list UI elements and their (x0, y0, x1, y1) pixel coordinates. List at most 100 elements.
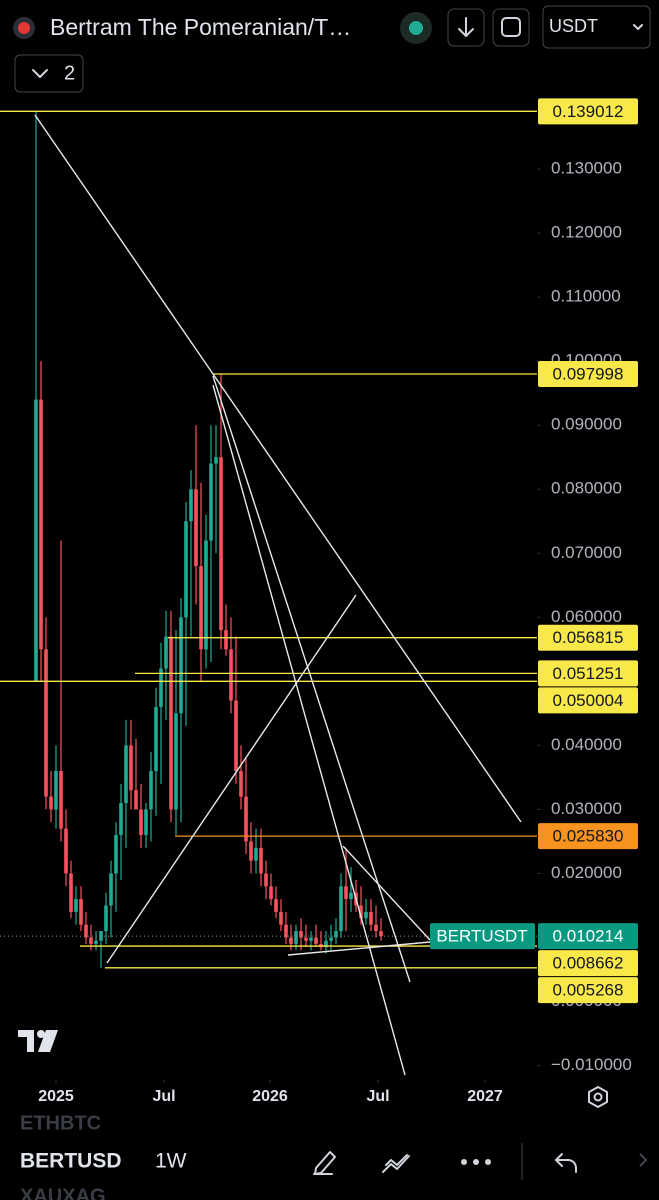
candle-body (69, 873, 73, 912)
x-tick-label: 2027 (467, 1088, 503, 1105)
candle-body (174, 713, 178, 810)
y-tick-label: 0.110000 (551, 287, 621, 306)
candle-body (264, 873, 268, 887)
candle-body (249, 841, 253, 861)
settings-button[interactable] (588, 1086, 608, 1108)
price-label-box (538, 687, 638, 714)
candle-body (349, 892, 353, 900)
candle-body (124, 745, 128, 804)
more-dot[interactable] (485, 1159, 491, 1165)
candle-body (179, 617, 183, 714)
candle-body (224, 630, 228, 650)
candle-body (169, 636, 173, 810)
interval[interactable]: 1W (155, 1150, 187, 1173)
settings-icon (593, 1092, 603, 1102)
y-tick-label: 0.070000 (551, 543, 622, 562)
drawings (34, 114, 522, 1076)
y-tick-label: 0.080000 (551, 479, 622, 498)
trendline (212, 375, 411, 983)
candle-body (59, 771, 63, 829)
symbol-logo-dot (18, 22, 30, 34)
indicator-toggle[interactable] (14, 54, 84, 93)
candle-body (74, 899, 78, 912)
candle-body (289, 937, 293, 944)
header-bar (0, 0, 659, 50)
candle-body (134, 790, 138, 810)
price-label: 0.051251 (553, 664, 624, 683)
tv-logo (18, 1030, 58, 1052)
draw-button[interactable] (313, 1151, 336, 1175)
symbol-option[interactable]: XAUXAG (20, 1185, 106, 1200)
price-axis: −0.0100000.0000000.0100000.0200000.03000… (38, 98, 638, 1105)
candle-body (144, 809, 148, 836)
candle-body (309, 937, 313, 941)
candle-body (294, 931, 298, 944)
redo-button[interactable] (639, 1153, 648, 1167)
candle-body (374, 924, 378, 932)
trendline (106, 594, 357, 964)
price-label-box (538, 923, 638, 950)
candle-body (259, 847, 263, 874)
fullscreen-button[interactable] (492, 8, 530, 47)
candle-body (119, 803, 123, 836)
candle-body (219, 457, 223, 631)
plot (0, 110, 537, 969)
trendline (342, 845, 431, 941)
candle-body (54, 771, 58, 810)
x-tick-label: 2026 (252, 1088, 288, 1105)
candle-body (359, 905, 363, 919)
price-label: 0.097998 (553, 364, 624, 383)
candle-body (204, 540, 208, 650)
candle-body (159, 668, 163, 707)
candle-body (369, 911, 373, 925)
price-label: 0.010214 (553, 927, 624, 946)
price-label-box (538, 977, 638, 1004)
symbol-option[interactable]: ETHBTC (20, 1112, 101, 1134)
price-label-box (538, 98, 638, 125)
symbol-fade (128, 1140, 148, 1184)
y-tick-label: 0.040000 (551, 735, 622, 754)
symbol-title[interactable]: Bertram The Pomeranian/T… (50, 14, 351, 40)
candle-body (149, 771, 153, 810)
y-tick-label: 0.020000 (551, 863, 622, 882)
candle-body (334, 931, 338, 938)
candle-body (44, 649, 48, 797)
candle-body (189, 489, 193, 522)
candle-body (269, 886, 273, 900)
candle-body (304, 937, 308, 941)
candle-body (279, 911, 283, 925)
price-label-box (538, 624, 638, 651)
candle-body (214, 457, 218, 464)
candle-body (114, 835, 118, 874)
trendline (34, 114, 522, 823)
undo-button[interactable] (555, 1153, 577, 1173)
currency-select[interactable] (542, 5, 651, 49)
price-label: 0.025830 (553, 827, 624, 846)
footer-bar (0, 1110, 659, 1200)
trend-button[interactable] (382, 1154, 410, 1173)
trendline (287, 941, 431, 956)
symbol-label-box (430, 923, 535, 950)
price-label-box (538, 360, 638, 387)
x-tick-label: Jul (366, 1088, 389, 1105)
more-dot[interactable] (461, 1159, 467, 1165)
candle-body (79, 899, 83, 925)
symbol-current[interactable]: BERTUSD (20, 1150, 122, 1173)
more-dot[interactable] (473, 1159, 479, 1165)
candle-body (254, 847, 258, 861)
down-button[interactable] (447, 8, 485, 47)
y-tick-label: 0.030000 (551, 799, 622, 818)
toggle-chevron (32, 69, 48, 78)
chevron (633, 24, 643, 30)
price-label-box (538, 660, 638, 687)
y-tick-label: −0.010000 (551, 1055, 632, 1074)
candle-body (324, 940, 328, 948)
candle-body (199, 566, 203, 650)
indicator-count: 2 (64, 62, 75, 84)
candle-body (364, 911, 368, 919)
candle-body (94, 940, 98, 944)
candle-body (104, 905, 108, 932)
candle-body (84, 924, 88, 938)
price-label: 0.139012 (553, 102, 624, 121)
